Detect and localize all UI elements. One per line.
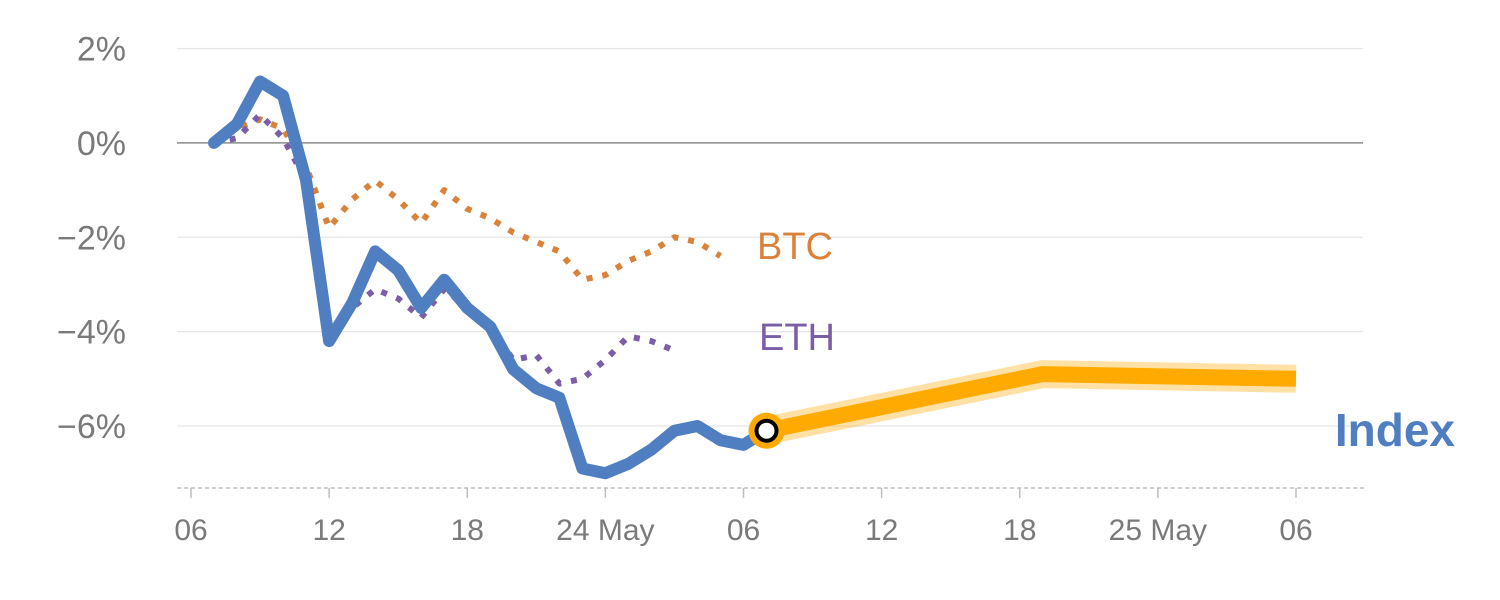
y-tick-label: 2% [77,31,126,69]
x-tick-label: 12 [865,514,898,547]
x-tick-label: 18 [451,514,484,547]
series-line-eth [213,111,676,387]
axis-layer: 2% 0% −2% −4% −6% 06 12 18 24 May 06 12 18 25 May 06 [57,31,1365,547]
x-tick-label: 06 [727,514,760,547]
y-tick-label: 0% [77,125,126,163]
series-layer [208,75,1297,480]
series-label-index: Index [1335,404,1456,456]
x-tick-label: 24 May [556,514,654,547]
x-tick-label: 12 [312,514,345,547]
x-tick-label: 06 [1279,514,1312,547]
series-line-index [208,75,773,480]
x-tick-label: 18 [1003,514,1036,547]
current-point-marker [754,418,779,443]
series-label-btc: BTC [757,226,833,268]
y-tick-label: −6% [57,408,126,446]
y-tick-label: −2% [57,219,126,257]
series-line-btc [212,116,723,283]
x-tick-label: 06 [174,514,207,547]
forecast-line [764,366,1297,439]
x-tick-label: 25 May [1109,514,1207,547]
label-layer: BTC ETH Index [757,226,1455,456]
y-tick-label: −4% [57,314,126,352]
series-label-eth: ETH [759,317,835,359]
